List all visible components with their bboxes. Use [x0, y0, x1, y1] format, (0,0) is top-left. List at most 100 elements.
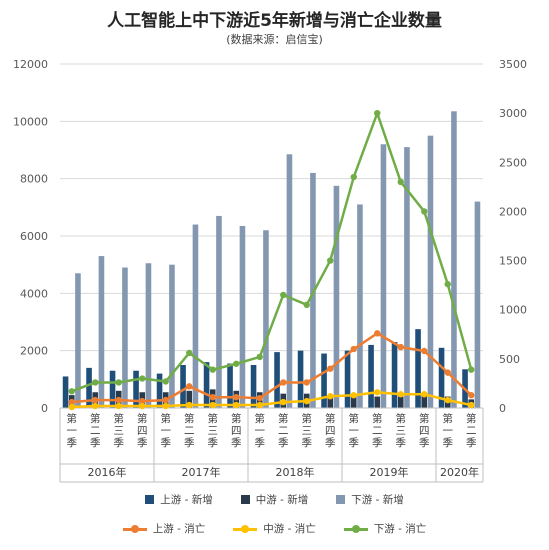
point-downstream-exit: [303, 301, 310, 308]
point-midstream-exit: [327, 393, 334, 400]
point-downstream-exit: [233, 360, 240, 367]
point-midstream-exit: [280, 398, 287, 406]
point-midstream-exit: [186, 401, 193, 409]
point-upstream-exit: [421, 347, 428, 355]
point-midstream-exit: [468, 401, 475, 409]
point-upstream-exit: [327, 365, 334, 372]
left-axis-tick-label: 4000: [20, 287, 48, 300]
bar-downstream-new: [380, 144, 387, 408]
left-axis-tick-label: 6000: [20, 230, 48, 243]
bar-upstream-new: [297, 350, 304, 408]
bar-upstream-new: [391, 342, 398, 408]
bar-downstream-new: [239, 225, 246, 408]
chart-canvas: 0 2000 4000 6000 8000 10000 12000 0 500 1000 1500 2…: [13, 58, 527, 483]
right-axis-tick-label: 3500: [499, 58, 527, 71]
bar-upstream-new: [156, 373, 163, 408]
right-axis-tick-label: 1000: [499, 304, 527, 317]
point-downstream-exit: [209, 366, 216, 373]
category-label: 第一季: [349, 412, 360, 449]
point-midstream-exit: [444, 396, 451, 404]
left-axis-tick-label: 0: [41, 402, 48, 415]
legend-item: 下游 - 消亡: [343, 521, 427, 536]
point-downstream-exit: [421, 208, 428, 215]
point-downstream-exit: [115, 379, 122, 386]
bar-downstream-new: [145, 263, 152, 408]
point-midstream-exit: [350, 392, 357, 399]
point-downstream-exit: [444, 280, 451, 288]
point-midstream-exit: [256, 401, 263, 409]
bar-upstream-new: [203, 362, 210, 408]
line-downstream-exit: [71, 111, 473, 393]
bar-upstream-new: [368, 344, 374, 408]
point-upstream-exit: [186, 383, 193, 390]
legend-swatch: [240, 495, 250, 504]
legend-item: 中游 - 消亡: [233, 521, 316, 536]
legend-label: 中游 - 消亡: [263, 523, 316, 535]
bar-midstream-new: [350, 395, 357, 408]
category-label: 第四季: [325, 412, 336, 449]
point-upstream-exit: [92, 396, 99, 404]
bar-downstream-new: [169, 264, 175, 408]
point-downstream-exit: [468, 366, 475, 373]
point-upstream-exit: [209, 393, 216, 401]
point-midstream-exit: [303, 397, 310, 405]
legend-swatch: [343, 524, 368, 534]
bar-downstream-new: [310, 172, 316, 408]
category-label: 第一季: [443, 412, 454, 449]
point-downstream-exit: [350, 173, 357, 181]
point-upstream-exit: [139, 397, 146, 405]
bar-upstream-new: [109, 370, 116, 408]
legend-item: 上游 - 消亡: [122, 521, 205, 536]
point-upstream-exit: [350, 345, 357, 353]
legend-label: 下游 - 消亡: [373, 523, 427, 535]
category-label: 第一季: [67, 412, 78, 449]
bar-upstream-new: [274, 352, 280, 408]
point-midstream-exit: [68, 403, 75, 411]
category-label: 第四季: [419, 412, 430, 449]
category-label: 第二季: [466, 412, 477, 449]
point-midstream-exit: [92, 402, 99, 410]
bar-downstream-new: [474, 201, 481, 408]
line-upstream-exit: [71, 332, 473, 404]
right-axis-tick-label: 0: [499, 402, 506, 415]
bar-upstream-new: [344, 350, 351, 408]
category-label: 第三季: [302, 412, 313, 449]
bar-upstream-new: [438, 347, 445, 408]
point-downstream-exit: [162, 378, 169, 385]
chart-legend: 上游 - 新增 中游 - 新增 下游 - 新增 上游 - 消亡 中游 - 消亡 下游 - …: [0, 492, 549, 550]
bar-midstream-new: [374, 396, 381, 408]
legend-item: 下游 - 新增: [336, 492, 404, 507]
right-axis-tick-label: 2000: [499, 205, 527, 218]
right-axis-tick-label: 3000: [499, 107, 527, 120]
point-downstream-exit: [139, 375, 146, 382]
bar-downstream-new: [451, 111, 457, 409]
bar-upstream-new: [62, 376, 69, 408]
legend-row: 上游 - 新增 中游 - 新增 下游 - 新增: [0, 492, 549, 507]
point-downstream-exit: [327, 257, 334, 264]
bar-downstream-new: [75, 273, 81, 408]
left-axis-tick-label: 12000: [13, 58, 48, 71]
bar-upstream-new: [415, 329, 421, 408]
point-midstream-exit: [233, 401, 240, 409]
point-upstream-exit: [280, 379, 287, 386]
category-label: 第三季: [114, 412, 125, 449]
point-midstream-exit: [209, 401, 216, 409]
point-upstream-exit: [374, 330, 381, 337]
category-label: 第三季: [208, 412, 219, 449]
point-upstream-exit: [303, 379, 310, 386]
legend-swatch: [336, 495, 346, 504]
point-downstream-exit: [92, 379, 99, 386]
legend-label: 下游 - 新增: [351, 494, 404, 506]
year-label: 2019年: [370, 465, 409, 479]
point-upstream-exit: [397, 343, 404, 351]
bar-downstream-new: [427, 135, 434, 408]
point-downstream-exit: [280, 291, 287, 299]
bar-midstream-new: [327, 395, 334, 408]
point-upstream-exit: [68, 398, 75, 406]
category-label: 第四季: [231, 412, 242, 449]
point-midstream-exit: [421, 391, 428, 398]
point-upstream-exit: [162, 396, 169, 404]
bar-downstream-new: [216, 215, 222, 408]
bar-midstream-new: [397, 396, 404, 408]
legend-item: 中游 - 新增: [240, 492, 308, 507]
